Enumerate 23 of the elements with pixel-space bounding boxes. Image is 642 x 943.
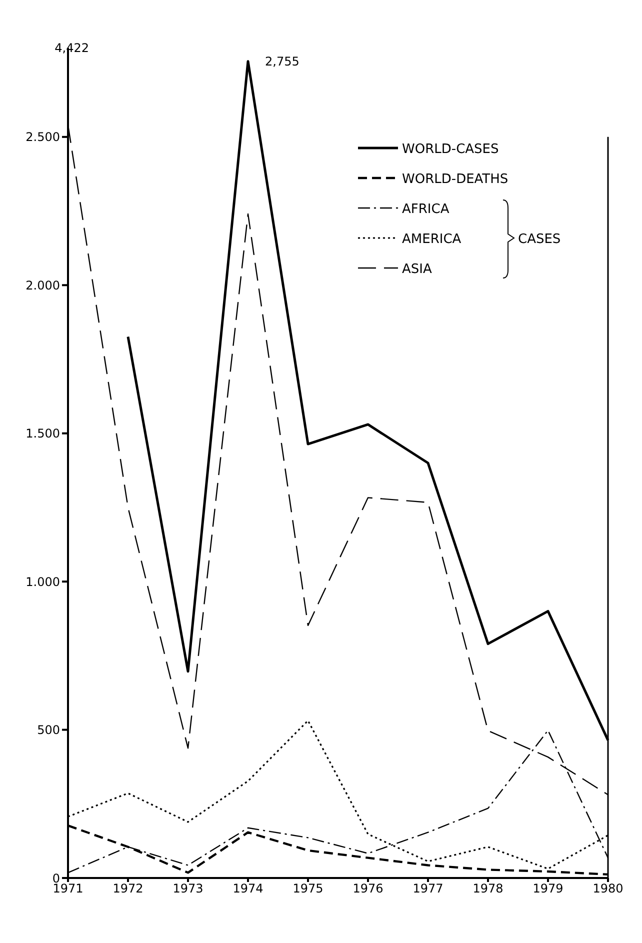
- x-tick-label: 1976: [352, 882, 384, 896]
- x-tick-label: 1980: [592, 882, 624, 896]
- x-tick-label: 1978: [472, 882, 504, 896]
- annotation: 2,755: [265, 54, 300, 68]
- annotation: CASES: [518, 232, 561, 247]
- x-tick-label: 1973: [172, 882, 204, 896]
- y-tick-label: 2.500: [26, 130, 60, 144]
- legend-label: WORLD-CASES: [402, 142, 499, 157]
- legend-label: WORLD-DEATHS: [402, 172, 508, 187]
- x-tick-label: 1977: [412, 882, 444, 896]
- legend-label: AFRICA: [402, 202, 450, 217]
- y-tick-label: 1.000: [26, 574, 60, 589]
- x-tick-label: 1979: [532, 882, 564, 896]
- x-tick-label: 1972: [112, 882, 144, 896]
- annotation: 4,422: [54, 41, 89, 55]
- x-tick-label: 1974: [232, 882, 264, 896]
- legend-label: ASIA: [402, 262, 432, 277]
- y-tick-label: 1.500: [26, 426, 60, 441]
- y-tick-label: 2.000: [26, 278, 60, 292]
- x-tick-label: 1975: [292, 882, 324, 896]
- legend-label: AMERICA: [402, 232, 462, 247]
- x-tick-label: 1971: [52, 882, 84, 896]
- y-tick-label: 500: [37, 723, 60, 738]
